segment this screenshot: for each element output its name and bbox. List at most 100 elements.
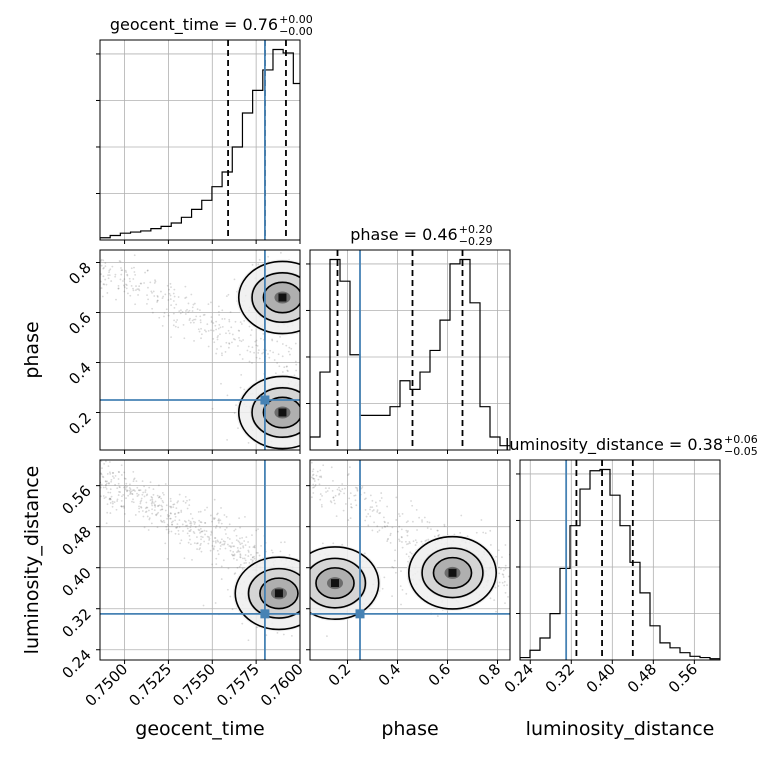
sample-point [301,423,303,425]
sample-point [103,497,106,500]
sample-point [237,427,239,430]
sample-point [272,351,275,354]
sample-point [128,520,131,523]
sample-point [306,272,308,274]
sample-point [234,528,237,531]
sample-point [163,312,166,314]
sample-point [134,273,137,276]
sample-point [118,485,121,488]
sample-point [347,473,350,475]
sample-point [233,545,236,548]
hist-bin [181,217,191,240]
sample-point [241,542,243,545]
sample-point [418,516,421,519]
sample-point [376,510,379,513]
sample-point [167,525,170,528]
sample-point [236,566,239,569]
sample-point [176,523,179,526]
hist-bin [450,264,460,450]
sample-point [159,515,162,517]
x-tick-label: 0.7575 [213,660,263,710]
sample-point [233,412,236,414]
sample-point [170,505,172,508]
sample-point [387,537,390,540]
sample-point [271,551,274,554]
sample-point [189,528,192,531]
sample-point [160,519,162,522]
sample-point [302,565,304,567]
sample-point [164,509,167,512]
sample-point [411,504,414,507]
sample-point [334,502,336,505]
sample-point [228,332,231,335]
sample-point [165,308,168,311]
sample-point [502,576,505,578]
sample-point [212,547,215,550]
sample-point [109,512,112,514]
sample-point [135,480,138,482]
sample-point [205,330,207,333]
hist-bin [440,320,450,450]
sample-point [302,298,304,300]
sample-point [200,521,203,524]
sample-point [498,566,500,569]
sample-point [262,332,265,335]
sample-point [410,552,413,555]
sample-point [173,513,176,516]
sample-point [312,492,315,494]
sample-point [114,273,117,276]
sample-point [348,497,351,500]
sample-point [224,351,227,353]
sample-point [150,502,153,505]
sample-point [174,515,177,518]
sample-point [493,599,496,602]
title-plus: +0.00 [279,13,313,26]
sample-point [103,283,106,286]
x-tick-label: 0.4 [375,660,405,690]
sample-point [399,585,402,588]
truth-marker [260,609,270,619]
sample-point [136,495,139,497]
sample-point [308,417,310,419]
sample-point [169,298,172,301]
sample-point [191,306,194,309]
sample-point [239,321,242,324]
sample-point [338,489,341,492]
sample-point [150,522,153,525]
sample-point [170,530,173,533]
x-tick-label: 0.2 [325,660,355,690]
sample-point [169,282,172,285]
sample-point [211,407,214,410]
sample-point [396,530,399,533]
sample-point [433,535,436,538]
sample-point [300,578,302,580]
sample-point [255,339,258,342]
sample-point [162,295,165,298]
sample-point [143,282,145,284]
sample-point [412,520,414,523]
hist-bin [660,643,670,660]
sample-point [384,526,387,528]
sample-point [102,283,105,286]
contour-line [310,557,367,609]
sample-point [216,336,219,339]
sample-point [283,366,286,369]
sample-point [302,604,304,606]
hist-bin [390,407,400,450]
sample-point [325,303,327,305]
sample-point [306,294,308,296]
sample-point [109,472,112,475]
sample-point [302,303,304,305]
sample-point [184,495,187,498]
sample-point [215,328,218,331]
sample-point [158,316,161,319]
sample-point [123,513,126,515]
sample-point [167,314,170,317]
sample-point [125,497,127,500]
sample-point [123,290,126,293]
sample-point [347,474,349,476]
sample-point [321,305,323,307]
sample-point [160,497,163,500]
sample-point [225,533,227,535]
sample-point [501,573,504,576]
